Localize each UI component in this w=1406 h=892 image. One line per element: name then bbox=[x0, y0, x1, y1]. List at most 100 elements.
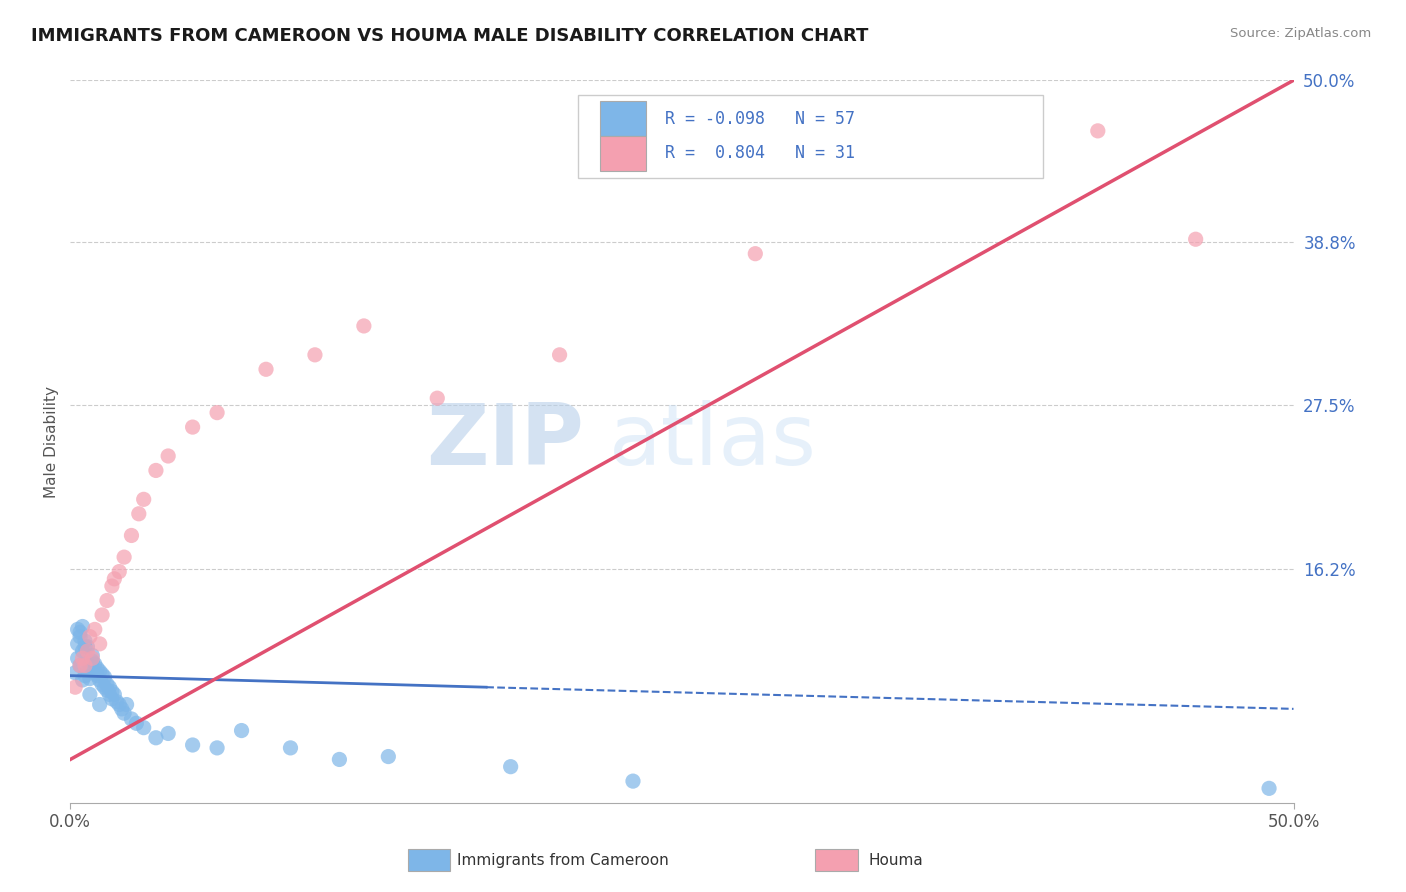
Point bbox=[499, 760, 522, 774]
Point bbox=[1087, 124, 1109, 138]
Bar bbox=[600, 101, 647, 136]
Point bbox=[76, 640, 98, 654]
Point bbox=[98, 687, 121, 701]
Point bbox=[121, 528, 143, 542]
Point bbox=[103, 572, 125, 586]
Point bbox=[1184, 232, 1206, 246]
Point bbox=[205, 406, 228, 420]
Point bbox=[121, 712, 143, 726]
Point bbox=[82, 648, 104, 663]
Point bbox=[205, 740, 228, 755]
Point bbox=[72, 644, 94, 658]
Point bbox=[83, 657, 105, 671]
Point bbox=[86, 661, 108, 675]
Text: Source: ZipAtlas.com: Source: ZipAtlas.com bbox=[1230, 27, 1371, 40]
Point bbox=[79, 630, 101, 644]
Text: IMMIGRANTS FROM CAMEROON VS HOUMA MALE DISABILITY CORRELATION CHART: IMMIGRANTS FROM CAMEROON VS HOUMA MALE D… bbox=[31, 27, 869, 45]
Point bbox=[181, 738, 204, 752]
Point bbox=[69, 625, 91, 640]
Point bbox=[79, 687, 101, 701]
Point bbox=[132, 721, 155, 735]
Point bbox=[304, 348, 326, 362]
FancyBboxPatch shape bbox=[578, 95, 1043, 178]
Point bbox=[377, 749, 399, 764]
Point bbox=[73, 658, 96, 673]
Point bbox=[128, 507, 150, 521]
Point bbox=[63, 680, 86, 694]
Y-axis label: Male Disability: Male Disability bbox=[44, 385, 59, 498]
Point bbox=[108, 565, 131, 579]
Point bbox=[103, 687, 125, 701]
Point bbox=[1258, 781, 1281, 796]
Text: R =  0.804   N = 31: R = 0.804 N = 31 bbox=[665, 145, 855, 162]
Text: Houma: Houma bbox=[869, 854, 924, 868]
Point bbox=[621, 774, 644, 789]
Point bbox=[254, 362, 277, 376]
Point bbox=[73, 640, 96, 654]
Bar bbox=[600, 136, 647, 170]
Point bbox=[91, 667, 114, 681]
Point bbox=[89, 637, 111, 651]
Point bbox=[69, 658, 91, 673]
Point bbox=[89, 665, 111, 679]
Point bbox=[101, 691, 124, 706]
Point bbox=[76, 663, 98, 677]
Point bbox=[101, 579, 124, 593]
Point bbox=[69, 630, 91, 644]
Point bbox=[112, 550, 135, 565]
Point bbox=[83, 665, 105, 680]
Point bbox=[91, 607, 114, 622]
Point bbox=[181, 420, 204, 434]
Text: atlas: atlas bbox=[609, 400, 817, 483]
Point bbox=[89, 673, 111, 687]
Point bbox=[72, 651, 94, 665]
Point bbox=[93, 670, 115, 684]
Point bbox=[96, 683, 118, 698]
Point bbox=[125, 716, 148, 731]
Point bbox=[73, 634, 96, 648]
Point bbox=[73, 668, 96, 682]
Point bbox=[426, 391, 449, 405]
Point bbox=[328, 752, 350, 766]
Point bbox=[76, 644, 98, 658]
Point bbox=[89, 698, 111, 712]
Point bbox=[145, 731, 167, 745]
Point bbox=[108, 698, 131, 712]
Point bbox=[101, 684, 124, 698]
Point bbox=[69, 658, 91, 673]
Point bbox=[548, 348, 571, 362]
Point bbox=[112, 706, 135, 721]
Point bbox=[63, 665, 86, 680]
Text: ZIP: ZIP bbox=[426, 400, 583, 483]
Text: Immigrants from Cameroon: Immigrants from Cameroon bbox=[457, 854, 669, 868]
Point bbox=[98, 680, 121, 694]
Point bbox=[66, 651, 89, 665]
Point bbox=[79, 658, 101, 673]
Point bbox=[145, 463, 167, 477]
Point bbox=[72, 619, 94, 633]
Point bbox=[96, 593, 118, 607]
Point bbox=[157, 726, 180, 740]
Point bbox=[105, 695, 128, 709]
Point bbox=[132, 492, 155, 507]
Point bbox=[91, 677, 114, 691]
Point bbox=[66, 637, 89, 651]
Point bbox=[93, 680, 115, 694]
Point bbox=[115, 698, 138, 712]
Point bbox=[111, 702, 134, 716]
Point bbox=[96, 677, 118, 691]
Point bbox=[79, 672, 101, 686]
Text: R = -0.098   N = 57: R = -0.098 N = 57 bbox=[665, 110, 855, 128]
Point bbox=[82, 651, 104, 665]
Point bbox=[965, 160, 987, 174]
Point bbox=[82, 654, 104, 668]
Point bbox=[744, 246, 766, 260]
Point bbox=[231, 723, 253, 738]
Point bbox=[86, 668, 108, 682]
Point bbox=[66, 623, 89, 637]
Point bbox=[280, 740, 302, 755]
Point bbox=[157, 449, 180, 463]
Point bbox=[353, 318, 375, 333]
Point bbox=[83, 623, 105, 637]
Point bbox=[72, 673, 94, 687]
